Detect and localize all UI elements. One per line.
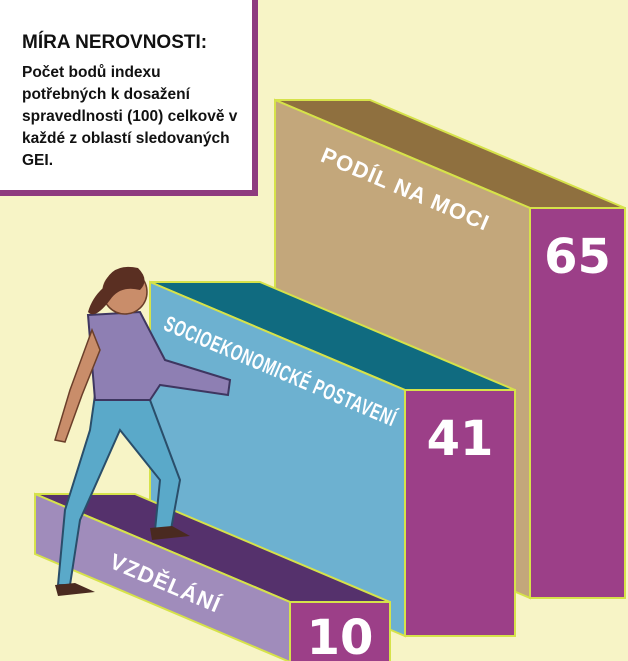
value-label: 10 xyxy=(307,610,374,661)
figure-shoe xyxy=(55,583,95,596)
page: {"chart_data": {"type": "bar3d", "title"… xyxy=(0,0,628,661)
value-label: 41 xyxy=(427,411,494,467)
subtitle: Počet bodů indexu potřebných k dosažení … xyxy=(22,62,248,172)
title: MÍRA NEROVNOSTI: xyxy=(22,32,207,54)
value-label: 65 xyxy=(544,229,611,285)
legend-box: MÍRA NEROVNOSTI: Počet bodů indexu potře… xyxy=(0,0,258,196)
